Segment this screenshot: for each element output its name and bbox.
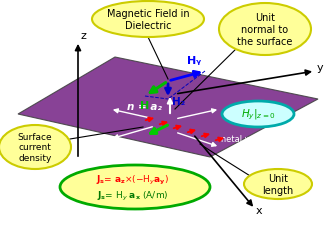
Ellipse shape <box>244 169 312 199</box>
Text: x: x <box>256 205 263 215</box>
Text: $\mathbf{J_s}$= $\mathbf{a_z}$$\times$($-$H$_y$$\mathbf{a_y}$): $\mathbf{J_s}$= $\mathbf{a_z}$$\times$($… <box>97 173 170 186</box>
Ellipse shape <box>222 101 294 127</box>
Text: Magnetic Field in
Dielectric: Magnetic Field in Dielectric <box>107 9 189 31</box>
Text: Hᵧ: Hᵧ <box>187 56 201 66</box>
Text: Unit
normal to
the surface: Unit normal to the surface <box>237 13 293 46</box>
Text: n = a₂: n = a₂ <box>127 101 162 112</box>
Text: Surface
current
density: Surface current density <box>18 133 52 162</box>
Text: z: z <box>80 31 86 41</box>
Text: $\mathbf{J_s}$= H$_y$ $\mathbf{a_x}$ (A/m): $\mathbf{J_s}$= H$_y$ $\mathbf{a_x}$ (A/… <box>97 189 169 202</box>
Ellipse shape <box>0 126 71 169</box>
Ellipse shape <box>60 165 210 209</box>
Ellipse shape <box>219 4 311 56</box>
Text: $H_y|_{z=0}$: $H_y|_{z=0}$ <box>240 107 275 122</box>
Text: Unit
length: Unit length <box>262 173 293 195</box>
Text: metal with
σ = ∞: metal with σ = ∞ <box>218 135 262 154</box>
Text: H₂: H₂ <box>172 97 185 106</box>
Text: y: y <box>317 63 324 73</box>
Polygon shape <box>18 58 318 157</box>
Text: H: H <box>140 101 149 110</box>
Ellipse shape <box>92 2 204 38</box>
